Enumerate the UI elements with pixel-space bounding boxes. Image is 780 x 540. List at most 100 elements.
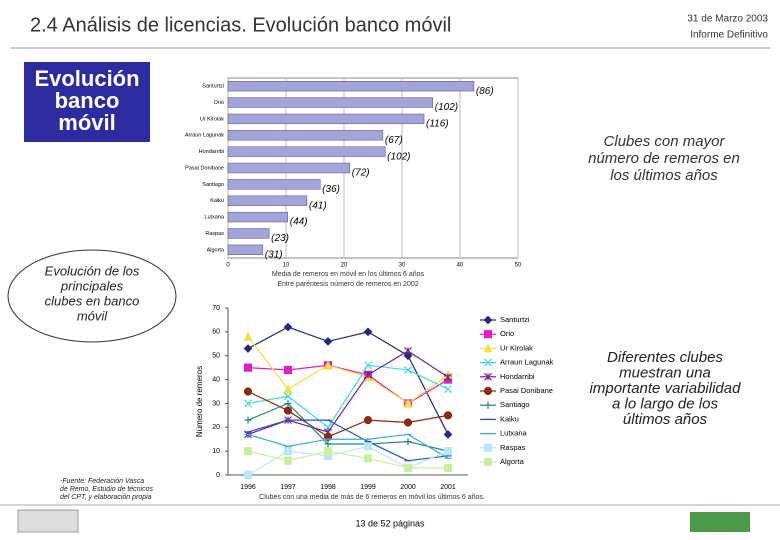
legend-label: Pasai Donibane <box>500 386 553 395</box>
point <box>283 456 293 465</box>
bar <box>227 244 264 255</box>
note-bottom: Diferentes clubes <box>607 349 723 366</box>
point <box>323 432 333 441</box>
bar <box>227 130 384 141</box>
x-tick-label: 2000 <box>400 484 416 491</box>
x-axis-label: Media de remeros en móvil en los últimos… <box>272 271 425 278</box>
legend-marker <box>484 401 492 409</box>
point <box>403 351 413 361</box>
point <box>403 418 413 427</box>
point <box>364 361 372 370</box>
x-tick-label: 2001 <box>440 484 456 491</box>
point <box>364 370 372 379</box>
legend-marker <box>483 343 493 353</box>
legend-label: Santurtzi <box>500 315 530 324</box>
series-line <box>247 445 449 476</box>
point <box>243 331 253 341</box>
ellipse <box>7 249 177 343</box>
category-label: Pasai Donibane <box>185 165 224 171</box>
legend-marker <box>483 457 493 467</box>
y-tick-label: 60 <box>212 329 220 336</box>
point <box>243 344 253 353</box>
bar-annotation: (23) <box>271 233 289 244</box>
bar <box>227 113 425 125</box>
point <box>283 322 293 332</box>
y-tick-label: 30 <box>212 400 220 407</box>
series-line <box>247 336 449 405</box>
category-label: Orio <box>214 100 224 106</box>
note-top: los últimos años <box>610 167 718 184</box>
y-tick-label: 10 <box>212 448 220 455</box>
x-tick-label: 1998 <box>320 484 336 491</box>
point <box>443 463 453 472</box>
y-tick-label: 20 <box>212 424 220 431</box>
bar <box>227 81 475 92</box>
logo-right <box>690 512 750 532</box>
bar <box>227 97 433 108</box>
box-title: móvil <box>58 110 115 135</box>
x-axis-label: Clubes con una media de más de 6 remeros… <box>259 494 485 501</box>
point <box>404 438 412 446</box>
legend-label: Kaiku <box>500 414 519 423</box>
legend-label: Orio <box>500 329 514 338</box>
point <box>283 384 293 394</box>
box-title: Evolución <box>34 66 139 91</box>
bar-annotation: (102) <box>387 151 410 162</box>
point <box>443 430 453 439</box>
x-tick-label: 10 <box>283 263 290 269</box>
point <box>363 442 373 451</box>
bar-annotation: (86) <box>476 86 494 97</box>
bar <box>227 146 386 157</box>
bar <box>227 211 288 223</box>
point <box>404 366 412 374</box>
series-line <box>247 390 449 438</box>
point <box>323 360 333 370</box>
x-tick-label: 1997 <box>280 484 296 491</box>
slide-title: 2.4 Análisis de licencias. Evolución ban… <box>30 14 451 36</box>
x-axis-label: Entre paréntesis número de remeros en 20… <box>277 281 418 288</box>
date: 31 de Marzo 2003 <box>687 14 768 25</box>
point <box>243 387 253 396</box>
y-tick-label: 0 <box>216 472 220 479</box>
point <box>283 406 293 415</box>
y-axis-label: Número de remeros <box>195 366 204 437</box>
source: de Remo, Estudio de técnicos <box>60 486 153 493</box>
title-box <box>24 62 150 142</box>
point <box>363 416 373 425</box>
legend-marker <box>484 372 492 381</box>
point <box>284 399 292 407</box>
point <box>444 373 452 382</box>
ellipse-text: móvil <box>77 308 108 323</box>
category-label: Santiago <box>202 182 224 188</box>
category-label: Lutxana <box>204 215 225 221</box>
report: Informe Definitivo <box>690 30 768 41</box>
legend-marker <box>484 358 492 367</box>
series-line <box>247 364 449 405</box>
point <box>324 440 332 448</box>
note-bottom: a lo largo de los <box>612 395 718 412</box>
y-tick-label: 50 <box>212 353 220 360</box>
legend-label: Hondarribi <box>500 372 535 381</box>
point <box>244 416 252 424</box>
category-label: Kaiku <box>210 198 224 204</box>
legend-label: Lutxana <box>500 429 528 438</box>
bar <box>227 228 270 239</box>
bar-annotation: (72) <box>352 168 370 179</box>
point <box>243 470 253 480</box>
x-tick-label: 20 <box>341 263 348 269</box>
note-top: número de remeros en <box>588 150 740 167</box>
bar-annotation: (36) <box>322 184 340 195</box>
bar-annotation: (67) <box>385 135 403 146</box>
bar <box>227 162 351 174</box>
y-tick-label: 40 <box>212 376 220 383</box>
series-line <box>247 402 449 452</box>
x-tick-label: 40 <box>457 263 464 269</box>
logo-left <box>17 509 79 533</box>
point <box>323 337 333 346</box>
point <box>403 398 413 408</box>
note-top: Clubes con mayor <box>604 133 726 150</box>
point <box>363 454 373 463</box>
series-line <box>247 326 449 435</box>
x-tick-label: 1996 <box>240 484 256 491</box>
point <box>283 447 293 456</box>
